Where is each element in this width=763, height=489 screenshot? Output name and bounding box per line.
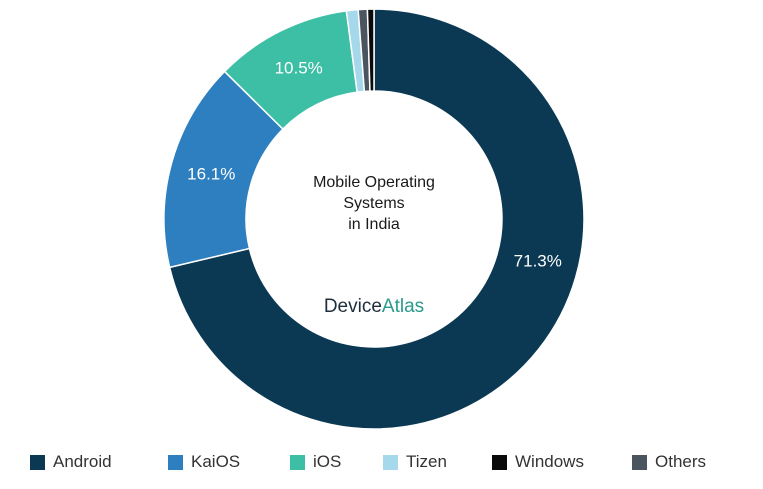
brand-logo: DeviceAtlas — [274, 296, 474, 318]
data-label-android: 71.3% — [514, 252, 562, 271]
legend-swatch — [492, 454, 507, 470]
chart-title-line-2: Systems — [343, 195, 405, 212]
legend-item-others[interactable]: Others — [632, 450, 706, 474]
legend-label: Windows — [515, 452, 584, 471]
data-label-kaios: 16.1% — [187, 164, 235, 183]
legend-item-tizen[interactable]: Tizen — [383, 450, 447, 474]
legend-label: iOS — [313, 452, 342, 471]
legend-item-kaios[interactable]: KaiOS — [168, 450, 240, 474]
legend-item-windows[interactable]: Windows — [492, 450, 584, 474]
donut-chart: 71.3% 16.1% 10.5% — [163, 8, 585, 430]
chart-title-line-1: Mobile Operating — [313, 174, 435, 191]
brand-logo-part-1: Device — [323, 296, 382, 317]
legend-label: Android — [53, 452, 112, 471]
legend-swatch — [290, 454, 305, 470]
legend-label: Others — [655, 452, 707, 471]
legend-swatch — [168, 454, 183, 470]
legend-swatch — [30, 454, 45, 470]
slice-windows — [366, 8, 375, 92]
data-label-ios: 10.5% — [275, 59, 323, 78]
brand-logo-part-2: Atlas — [381, 296, 425, 317]
legend: Android KaiOS iOS Tizen Windows Others — [0, 450, 763, 474]
legend-swatch — [632, 454, 647, 470]
slice-android — [168, 8, 585, 430]
legend-item-android[interactable]: Android — [30, 450, 112, 474]
legend-swatch — [383, 454, 398, 470]
legend-item-ios[interactable]: iOS — [290, 450, 341, 474]
chart-title-line-3: in India — [348, 216, 400, 233]
legend-label: Tizen — [406, 452, 447, 471]
chart-title: Mobile Operating Systems in India — [274, 172, 474, 235]
legend-label: KaiOS — [191, 452, 241, 471]
